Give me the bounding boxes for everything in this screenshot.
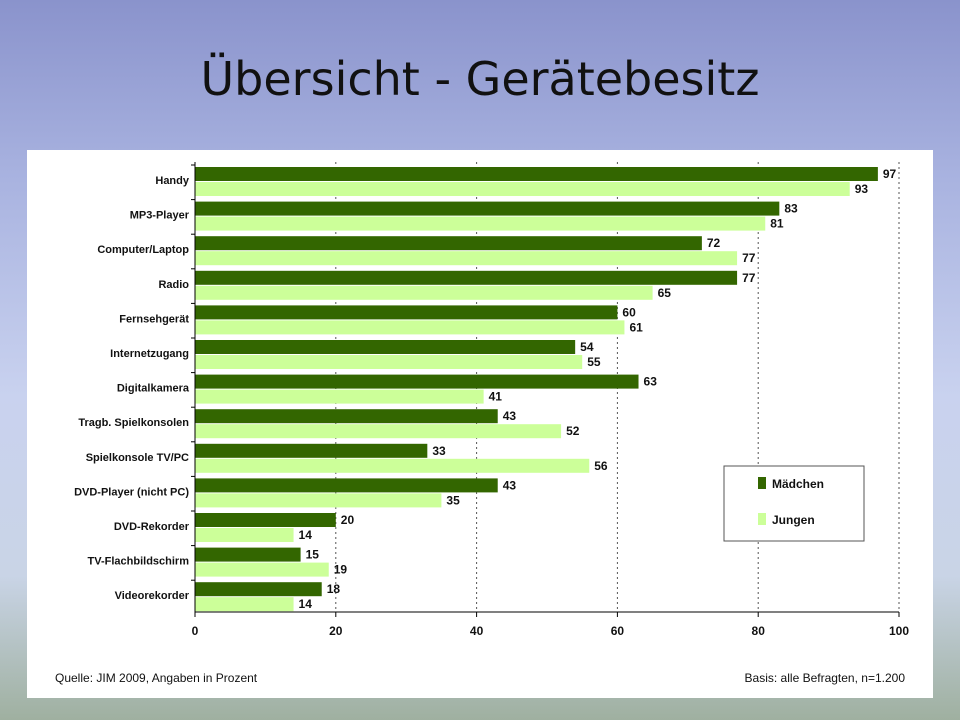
bar-maedchen [195, 409, 498, 424]
bar-maedchen [195, 478, 498, 493]
legend: Mädchen Jungen [723, 465, 865, 542]
value-label: 77 [742, 251, 756, 265]
value-label: 41 [489, 390, 503, 404]
value-label: 77 [742, 271, 756, 285]
bar-maedchen [195, 305, 618, 320]
bar-maedchen [195, 374, 639, 389]
category-labels: Handy MP3-Player Computer/Laptop Radio Ferns… [74, 175, 190, 602]
bar-jungen [195, 528, 294, 542]
bar-maedchen [195, 340, 576, 354]
value-label: 56 [594, 459, 608, 473]
legend-swatch [758, 513, 766, 525]
bar-jungen [195, 216, 766, 231]
category-label: Digitalkamera [117, 383, 190, 395]
bar-jungen [195, 320, 625, 335]
x-tick-label: 80 [752, 624, 766, 638]
slide-title: Übersicht - Gerätebesitz [200, 52, 760, 106]
category-label: MP3-Player [130, 210, 190, 222]
value-label: 14 [299, 528, 313, 542]
category-label: Fernsehgerät [119, 313, 189, 325]
value-label: 65 [658, 286, 672, 300]
category-label: Computer/Laptop [97, 244, 189, 256]
bar-maedchen [195, 513, 336, 527]
value-label: 19 [334, 563, 348, 577]
bar-maedchen [195, 443, 428, 458]
bar-maedchen [195, 270, 738, 285]
bar-jungen [195, 458, 590, 473]
bar-jungen [195, 597, 294, 612]
value-label: 15 [306, 548, 320, 562]
category-label: Videorekorder [115, 590, 190, 602]
category-label: Internetzugang [110, 348, 189, 360]
value-label: 33 [432, 444, 446, 458]
bar-jungen [195, 285, 653, 300]
basis-note: Basis: alle Befragten, n=1.200 [745, 671, 906, 685]
chart-panel: Handy MP3-Player Computer/Laptop Radio Ferns… [27, 150, 933, 698]
value-label: 20 [341, 513, 355, 527]
value-labels: 9793838172777765606154556341435233564335… [299, 167, 897, 611]
value-label: 52 [566, 424, 580, 438]
value-label: 43 [503, 409, 517, 423]
value-label: 63 [644, 375, 658, 389]
bar-jungen [195, 493, 442, 508]
category-label: DVD-Rekorder [114, 521, 190, 533]
value-label: 60 [622, 305, 636, 319]
value-label: 81 [770, 217, 784, 231]
value-label: 54 [580, 340, 594, 354]
bar-jungen [195, 389, 484, 404]
value-label: 55 [587, 355, 601, 369]
x-axis: 0 20 40 60 80 100 [191, 162, 909, 638]
bar-maedchen [195, 167, 878, 181]
legend-swatch [758, 477, 766, 489]
bar-jungen [195, 251, 738, 266]
value-label: 35 [446, 493, 460, 507]
bars [195, 167, 878, 612]
category-label: DVD-Player (nicht PC) [74, 486, 189, 498]
bar-jungen [195, 562, 329, 577]
x-tick-label: 60 [611, 624, 625, 638]
device-ownership-chart: Handy MP3-Player Computer/Laptop Radio Ferns… [55, 162, 909, 685]
value-label: 18 [327, 582, 341, 596]
bar-maedchen [195, 547, 301, 562]
legend-label: Jungen [772, 513, 815, 527]
value-label: 83 [784, 202, 798, 216]
bar-jungen [195, 182, 850, 196]
x-tick-label: 100 [889, 624, 909, 638]
category-label: TV-Flachbildschirm [88, 556, 190, 568]
x-tick-label: 0 [192, 624, 199, 638]
bar-jungen [195, 424, 562, 439]
value-label: 97 [883, 167, 897, 181]
legend-box [723, 465, 865, 542]
category-label: Tragb. Spielkonsolen [78, 417, 189, 429]
legend-label: Mädchen [772, 477, 824, 491]
value-label: 72 [707, 236, 721, 250]
x-tick-label: 40 [470, 624, 484, 638]
value-label: 43 [503, 478, 517, 492]
source-note: Quelle: JIM 2009, Angaben in Prozent [55, 671, 258, 685]
value-label: 93 [855, 182, 869, 196]
bar-jungen [195, 355, 583, 369]
category-label: Radio [158, 279, 189, 291]
category-label: Spielkonsole TV/PC [86, 452, 189, 464]
value-label: 14 [299, 597, 313, 611]
bar-maedchen [195, 582, 322, 597]
bar-maedchen [195, 201, 780, 216]
bar-maedchen [195, 236, 702, 251]
x-tick-label: 20 [329, 624, 343, 638]
value-label: 61 [629, 320, 643, 334]
category-label: Handy [155, 175, 190, 187]
